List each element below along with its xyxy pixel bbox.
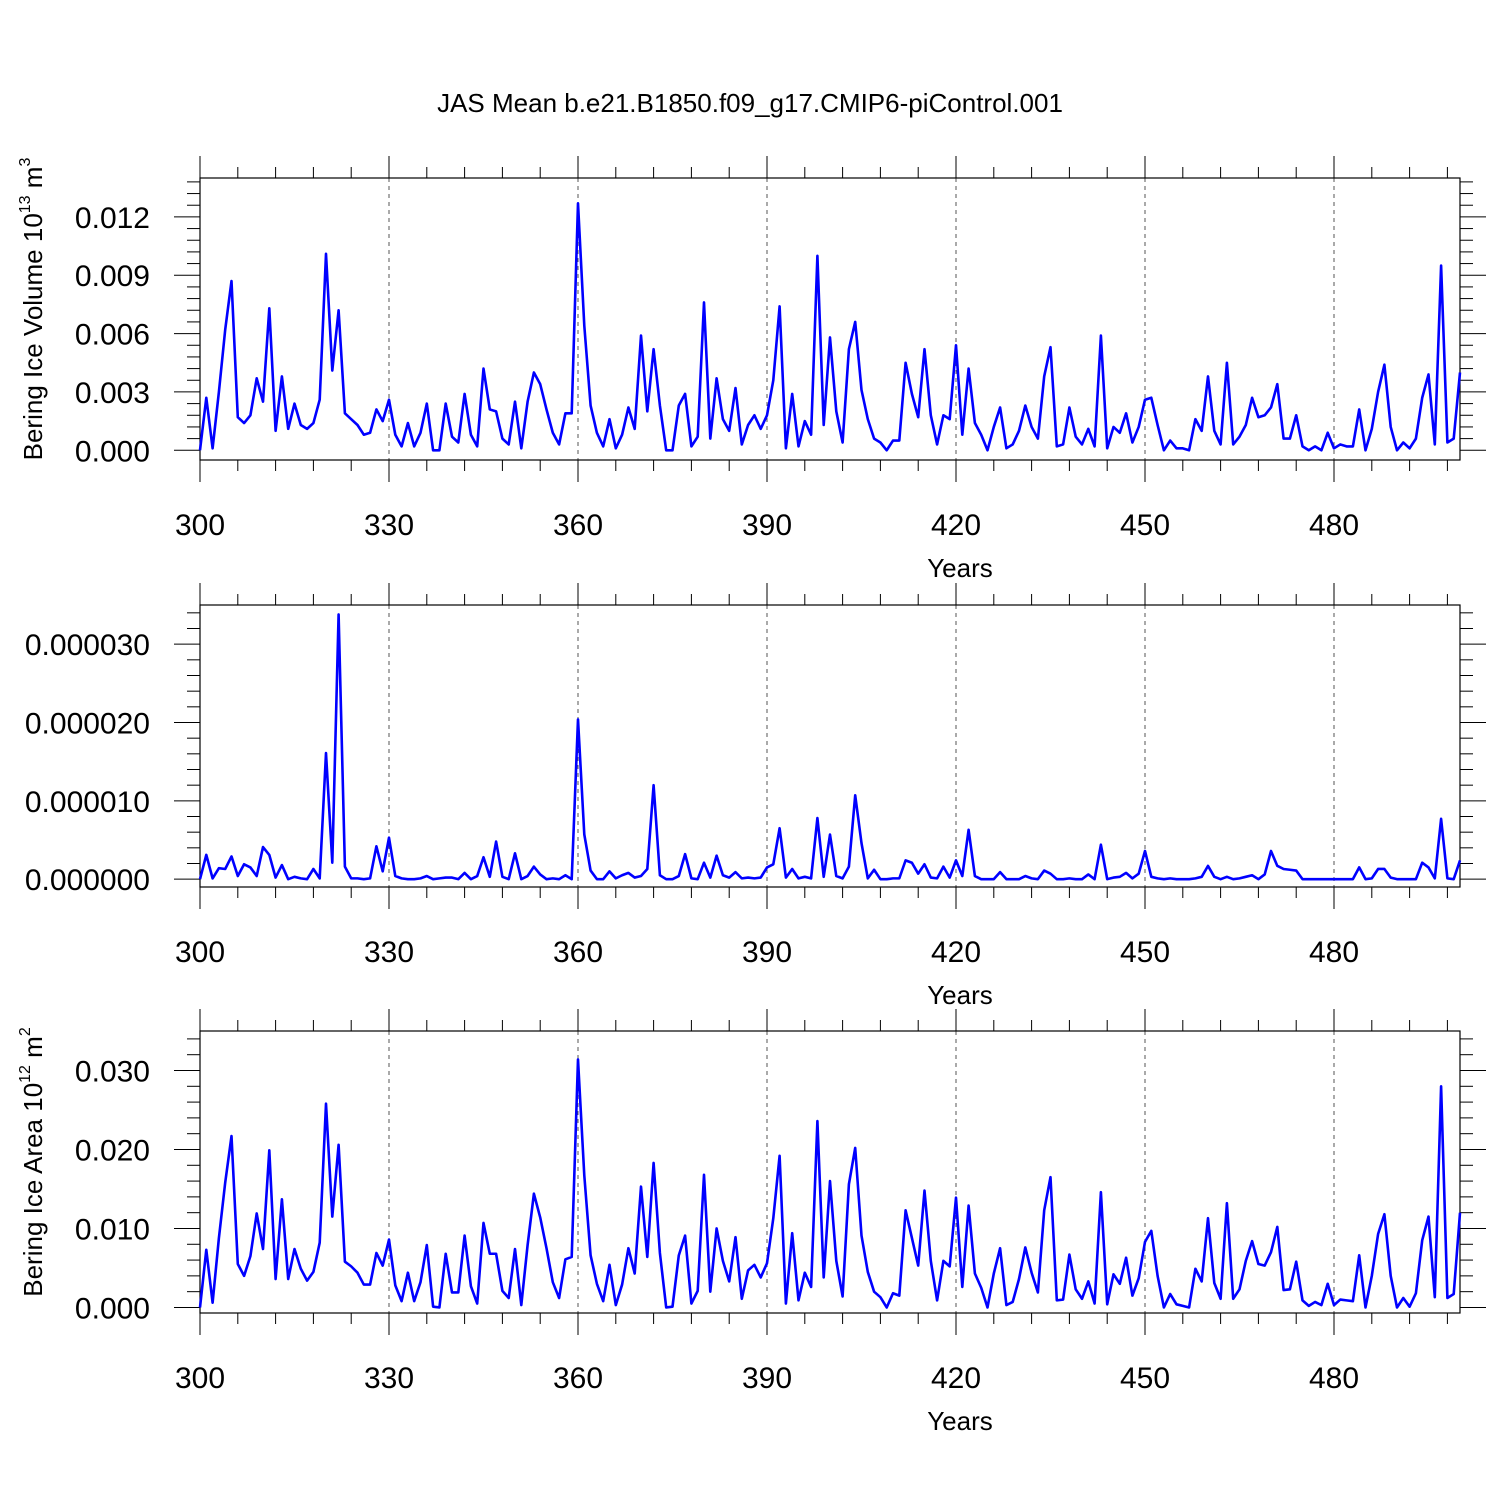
chart-title: JAS Mean b.e21.B1850.f09_g17.CMIP6-piCon… <box>437 88 1063 118</box>
y-tick-label: 0.000020 <box>25 708 150 741</box>
series-line <box>198 613 1462 881</box>
x-tick-label: 360 <box>553 1362 603 1395</box>
plot-frame <box>199 604 1461 888</box>
x-tick-label: 390 <box>742 1362 792 1395</box>
y-tick-label: 0.030 <box>75 1055 150 1088</box>
x-tick-label: 480 <box>1309 1362 1359 1395</box>
y-tick-label: 0.010 <box>75 1213 150 1246</box>
x-tick-label: 300 <box>175 936 225 969</box>
y-axis-label-exponent: 12 <box>17 1065 34 1083</box>
y-axis-label: Bering Ice Volume 1013 m3 <box>17 158 48 461</box>
panel-2: 300 330 360 390 420 450 480 0.000000 0.000010 0.0… <box>25 583 1486 1010</box>
x-tick-label: 330 <box>364 509 414 542</box>
x-tick-label: 450 <box>1120 1362 1170 1395</box>
x-axis-label: Years <box>927 1406 993 1436</box>
series-line <box>198 201 1462 452</box>
y-tick-label: 0.000 <box>75 1292 150 1325</box>
series-line <box>198 1058 1462 1309</box>
panel-1: 300 330 360 390 420 450 480 0.000 0.003 0.006 0.00… <box>17 156 1486 583</box>
y-tick-label: 0.020 <box>75 1134 150 1167</box>
x-tick-label: 420 <box>931 509 981 542</box>
y-axis-label-text: Bering Ice Volume 10 <box>18 213 48 460</box>
y-tick-label: 0.000010 <box>25 786 150 819</box>
x-tick-label: 450 <box>1120 509 1170 542</box>
y-tick-label: 0.000030 <box>25 629 150 662</box>
y-tick-label: 0.003 <box>75 377 150 410</box>
x-axis-label: Years <box>927 980 993 1010</box>
panels: 300 330 360 390 420 450 480 0.000 0.003 0.006 0.00… <box>17 156 1486 1436</box>
x-tick-label: 330 <box>364 1362 414 1395</box>
x-tick-label: 390 <box>742 936 792 969</box>
y-axis-label-unit-exponent: 2 <box>17 1027 34 1036</box>
plot-frame <box>199 177 1461 461</box>
x-tick-label: 480 <box>1309 509 1359 542</box>
y-tick-label: 0.009 <box>75 260 150 293</box>
y-tick-label: 0.000000 <box>25 864 150 897</box>
x-tick-label: 420 <box>931 1362 981 1395</box>
y-tick-label: 0.006 <box>75 319 150 352</box>
panel-3: 300 330 360 390 420 450 480 0.000 0.010 0.020 0.03… <box>17 1009 1486 1436</box>
x-tick-label: 480 <box>1309 936 1359 969</box>
x-tick-label: 420 <box>931 936 981 969</box>
plot-frame <box>199 1030 1461 1314</box>
x-tick-label: 360 <box>553 936 603 969</box>
y-axis-label-unit: m <box>18 1036 48 1065</box>
y-tick-label: 0.000 <box>75 435 150 468</box>
y-axis-label-unit-exponent: 3 <box>17 158 34 167</box>
x-tick-label: 390 <box>742 509 792 542</box>
y-axis-label-exponent: 13 <box>17 195 34 213</box>
x-tick-label: 300 <box>175 1362 225 1395</box>
x-tick-label: 300 <box>175 509 225 542</box>
x-tick-label: 450 <box>1120 936 1170 969</box>
x-axis-label: Years <box>927 553 993 583</box>
y-axis-label: Bering Ice Area 1012 m2 <box>17 1027 48 1297</box>
x-tick-label: 360 <box>553 509 603 542</box>
y-axis-label-text: Bering Ice Area 10 <box>18 1083 48 1297</box>
y-tick-label: 0.012 <box>75 202 150 235</box>
y-axis-label-unit: m <box>18 167 48 196</box>
x-tick-label: 330 <box>364 936 414 969</box>
